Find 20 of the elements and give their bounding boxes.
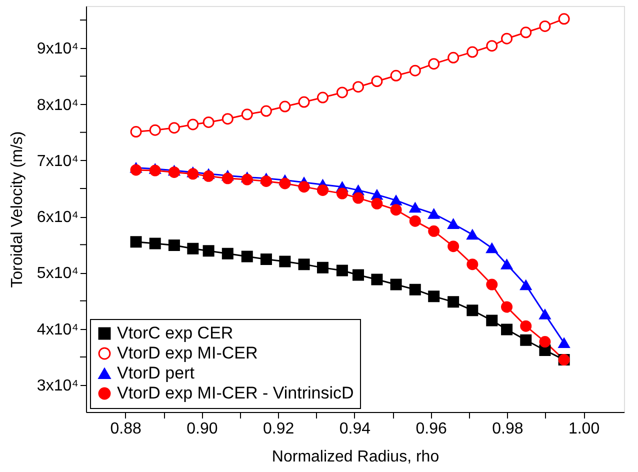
y-axis-title: Toroidal Velocity (m/s) xyxy=(8,131,26,288)
y-tick-label: 6x10⁴ xyxy=(36,209,79,226)
y-tick-label: 4x10⁴ xyxy=(36,321,79,338)
x-tick-label: 0.90 xyxy=(186,420,218,438)
y-tick-label: 3x10⁴ xyxy=(36,378,79,395)
x-tick-label: 0.92 xyxy=(262,420,294,438)
x-tick-label: 0.88 xyxy=(110,420,142,438)
y-tick-label: 8x10⁴ xyxy=(36,96,79,114)
x-tick-label: 0.94 xyxy=(339,420,371,438)
x-tick-label: 0.96 xyxy=(416,420,447,438)
legend-label: VtorD exp MI-CER xyxy=(117,344,258,362)
legend-label: VtorC exp CER xyxy=(117,324,234,342)
legend-label: VtorD exp MI-CER - VintrinsicD xyxy=(117,384,354,402)
y-tick-label: 9x10⁴ xyxy=(36,40,79,58)
x-tick-label: 0.98 xyxy=(492,420,524,438)
y-tick-label: 5x10⁴ xyxy=(36,265,79,282)
legend-label: VtorD pert xyxy=(117,364,195,382)
x-tick-label: 1.00 xyxy=(568,420,600,438)
x-axis-title: Normalized Radius, rho xyxy=(272,448,440,466)
y-tick-label: 7x10⁴ xyxy=(36,152,79,170)
